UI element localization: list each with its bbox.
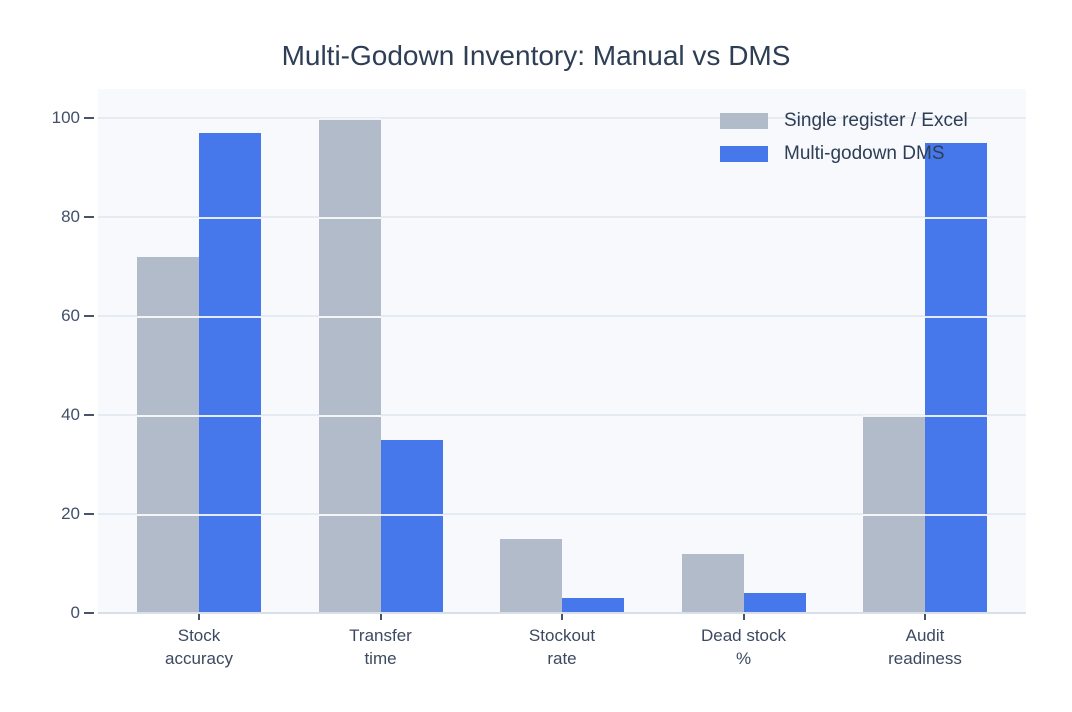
bar-stockout-rate-multi-godown-dms — [562, 598, 624, 613]
y-tick-label: 100 — [51, 108, 80, 128]
chart-title: Multi-Godown Inventory: Manual vs DMS — [281, 40, 791, 71]
x-axis-line — [98, 612, 1026, 614]
y-tick-label: 60 — [61, 306, 80, 326]
y-tick-mark — [84, 315, 94, 318]
bar-stockout-rate-single-register-excel — [500, 538, 562, 613]
category-label-transfer-time: Transfer time — [349, 626, 412, 668]
bar-transfer-time-single-register-excel — [318, 118, 381, 613]
legend-item-single-register-excel[interactable]: Single register / Excel — [720, 104, 968, 137]
y-tick-mark — [84, 513, 94, 516]
y-tick-label: 0 — [70, 603, 80, 622]
y-tick-mark — [84, 216, 94, 219]
gridline — [98, 117, 1026, 120]
bar-transfer-time-multi-godown-dms — [380, 439, 443, 613]
bar-stock-accuracy-single-register-excel — [137, 256, 199, 613]
bar-audit-readiness-multi-godown-dms — [925, 142, 987, 613]
bar-stock-accuracy-multi-godown-dms — [199, 133, 261, 613]
gridline — [98, 513, 1026, 516]
legend-label: Multi-godown DMS — [784, 142, 945, 164]
y-tick-mark — [84, 117, 94, 120]
y-tick-label: 40 — [61, 405, 80, 425]
category-label-stock-accuracy: Stock accuracy — [164, 626, 234, 668]
x-tick-mark — [561, 614, 563, 620]
category-label-stockout-rate: Stockout rate — [528, 626, 596, 668]
category-label-audit-readiness: Audit readiness — [888, 626, 962, 668]
legend-swatch-icon — [720, 112, 768, 129]
y-tick-mark — [84, 414, 94, 417]
x-tick-mark — [379, 614, 382, 620]
legend-swatch-icon — [720, 145, 768, 162]
gridline — [98, 216, 1026, 219]
legend: Single register / Excel Multi-godown DMS — [720, 104, 968, 170]
plot-area — [98, 89, 1026, 614]
gridline — [98, 315, 1026, 318]
bar-dead-stock-multi-godown-dms — [743, 593, 806, 613]
y-tick-mark — [84, 612, 94, 614]
x-tick-mark — [198, 614, 200, 620]
x-tick-mark — [924, 614, 926, 620]
y-tick-label: 20 — [61, 504, 80, 524]
x-tick-mark — [742, 614, 745, 620]
y-tick-label: 80 — [61, 207, 80, 227]
legend-label: Single register / Excel — [784, 109, 968, 131]
y-axis: 0 20 40 60 80 100 — [0, 89, 98, 622]
category-label-dead-stock: Dead stock % — [700, 626, 787, 668]
bar-dead-stock-single-register-excel — [681, 553, 744, 613]
gridline — [98, 414, 1026, 417]
bar-audit-readiness-single-register-excel — [863, 415, 925, 613]
x-axis: Stock accuracy Transfer time Stockout rate… — [98, 613, 1026, 693]
legend-item-multi-godown-dms[interactable]: Multi-godown DMS — [720, 137, 968, 170]
